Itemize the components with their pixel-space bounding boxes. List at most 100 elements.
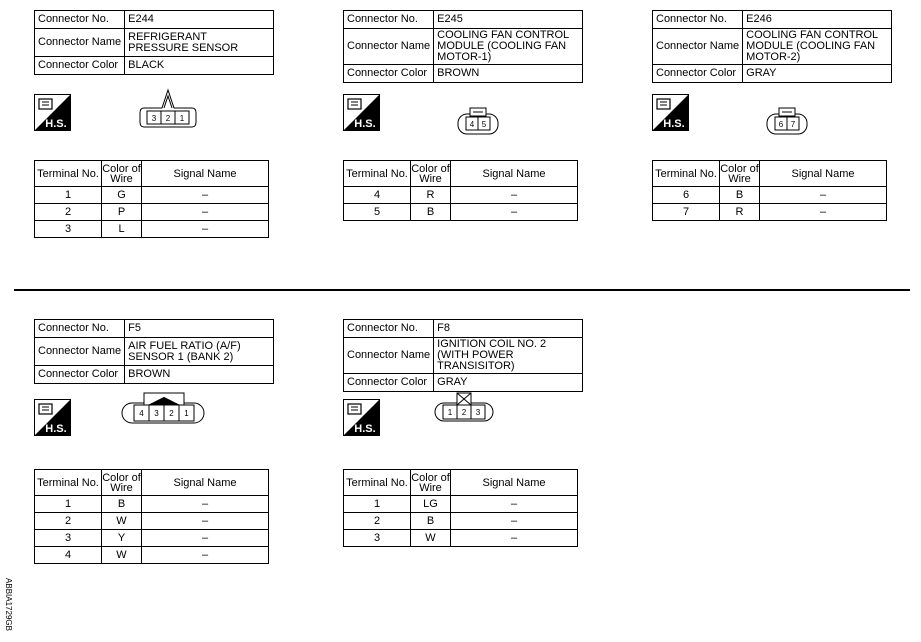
- signal-name: –: [141, 529, 269, 547]
- pin-label: 1: [180, 114, 185, 123]
- connector-name-value: COOLING FAN CONTROL MODULE (COOLING FAN …: [433, 28, 583, 65]
- pin-label: 2: [169, 409, 174, 418]
- signal-name: –: [141, 220, 269, 238]
- connector-no-value: F8: [433, 319, 583, 338]
- connector-name-label: Connector Name: [33, 337, 126, 366]
- pin-label: 1: [184, 409, 189, 418]
- terminal-no: 1: [343, 495, 411, 513]
- connector-name-label: Connector Name: [33, 28, 126, 57]
- connector-panel-e244: Connector No. E244 Connector Name REFRIGER…: [33, 10, 274, 238]
- connector-no-label: Connector No.: [342, 319, 435, 338]
- signal-name-header: Signal Name: [450, 469, 578, 496]
- figure-code: ABBIA1729GB: [3, 578, 13, 631]
- wire-color: B: [719, 186, 760, 204]
- harness-side-icon: H.S.: [343, 399, 380, 436]
- connector-color-value: BROWN: [433, 64, 583, 83]
- connector-name-label: Connector Name: [651, 28, 744, 65]
- terminal-no: 4: [34, 546, 102, 564]
- hs-label: H.S.: [354, 118, 375, 130]
- connector-info-table: Connector No. E246 Connector Name COOLING …: [651, 10, 892, 83]
- color-of-wire-header: Color of Wire: [101, 160, 142, 187]
- connector-no-label: Connector No.: [651, 10, 744, 29]
- signal-name: –: [141, 546, 269, 564]
- terminal-no: 7: [652, 203, 720, 221]
- table-row: 3 Y –: [34, 529, 269, 547]
- terminal-no: 3: [34, 529, 102, 547]
- connector-no-value: F5: [124, 319, 274, 338]
- connector-panel-e246: Connector No. E246 Connector Name COOLING …: [651, 10, 892, 221]
- color-of-wire-header: Color of Wire: [101, 469, 142, 496]
- terminal-no: 4: [343, 186, 411, 204]
- table-row: 4 W –: [34, 546, 269, 564]
- wire-color: LG: [410, 495, 451, 513]
- terminal-no: 3: [343, 529, 411, 547]
- signal-name-header: Signal Name: [759, 160, 887, 187]
- table-row: 3 L –: [34, 220, 269, 238]
- connector-name-value: IGNITION COIL NO. 2 (WITH POWER TRANSISI…: [433, 337, 583, 374]
- hs-label: H.S.: [663, 118, 684, 130]
- wire-color: R: [719, 203, 760, 221]
- signal-name: –: [450, 186, 578, 204]
- connector-no-label: Connector No.: [342, 10, 435, 29]
- connector-no-label: Connector No.: [33, 10, 126, 29]
- wire-color: R: [410, 186, 451, 204]
- hs-label: H.S.: [354, 423, 375, 435]
- wire-color: B: [101, 495, 142, 513]
- signal-name: –: [450, 203, 578, 221]
- pin-label: 2: [166, 114, 171, 123]
- wire-color: B: [410, 512, 451, 530]
- pin-label: 2: [462, 408, 467, 417]
- table-row: 1 LG –: [343, 495, 578, 513]
- hs-label: H.S.: [45, 423, 66, 435]
- signal-name: –: [450, 529, 578, 547]
- signal-name: –: [141, 512, 269, 530]
- connector-info-table: Connector No. F8 Connector Name IGNITION C…: [342, 319, 583, 392]
- color-of-wire-header: Color of Wire: [410, 469, 451, 496]
- wire-color: L: [101, 220, 142, 238]
- connector-color-value: BLACK: [124, 56, 274, 75]
- terminal-no: 1: [34, 495, 102, 513]
- pin-label: 4: [139, 409, 144, 418]
- connector-face: 4 3 2 1: [120, 391, 206, 432]
- connector-info-table: Connector No. E245 Connector Name COOLING …: [342, 10, 583, 83]
- pin-label: 3: [476, 408, 481, 417]
- terminal-no-header: Terminal No.: [343, 469, 411, 496]
- table-row: 2 W –: [34, 512, 269, 530]
- connector-name-value: AIR FUEL RATIO (A/F) SENSOR 1 (BANK 2): [124, 337, 274, 366]
- connector-color-label: Connector Color: [33, 56, 126, 75]
- color-of-wire-header: Color of Wire: [410, 160, 451, 187]
- terminal-no: 2: [343, 512, 411, 530]
- table-row: 6 B –: [652, 186, 887, 204]
- harness-side-icon: H.S.: [34, 399, 71, 436]
- harness-side-icon: H.S.: [652, 94, 689, 131]
- table-row: 2 B –: [343, 512, 578, 530]
- pin-label: 3: [152, 114, 157, 123]
- connector-color-label: Connector Color: [651, 64, 744, 83]
- connector-no-label: Connector No.: [33, 319, 126, 338]
- connector-info-table: Connector No. E244 Connector Name REFRIGER…: [33, 10, 274, 75]
- connector-name-label: Connector Name: [342, 337, 435, 374]
- connector-no-value: E245: [433, 10, 583, 29]
- wire-color: P: [101, 203, 142, 221]
- wire-color: Y: [101, 529, 142, 547]
- hs-label: H.S.: [45, 118, 66, 130]
- harness-side-icon: H.S.: [34, 94, 71, 131]
- connector-color-value: GRAY: [433, 373, 583, 392]
- color-of-wire-header: Color of Wire: [719, 160, 760, 187]
- wire-color: G: [101, 186, 142, 204]
- table-row: 1 G –: [34, 186, 269, 204]
- table-row: 2 P –: [34, 203, 269, 221]
- terminal-table: Terminal No. Color of Wire Signal Name 1 B –…: [34, 469, 269, 564]
- connector-no-value: E244: [124, 10, 274, 29]
- signal-name: –: [141, 203, 269, 221]
- connector-face-drawing: 4 3 2 1: [121, 392, 205, 424]
- terminal-no: 6: [652, 186, 720, 204]
